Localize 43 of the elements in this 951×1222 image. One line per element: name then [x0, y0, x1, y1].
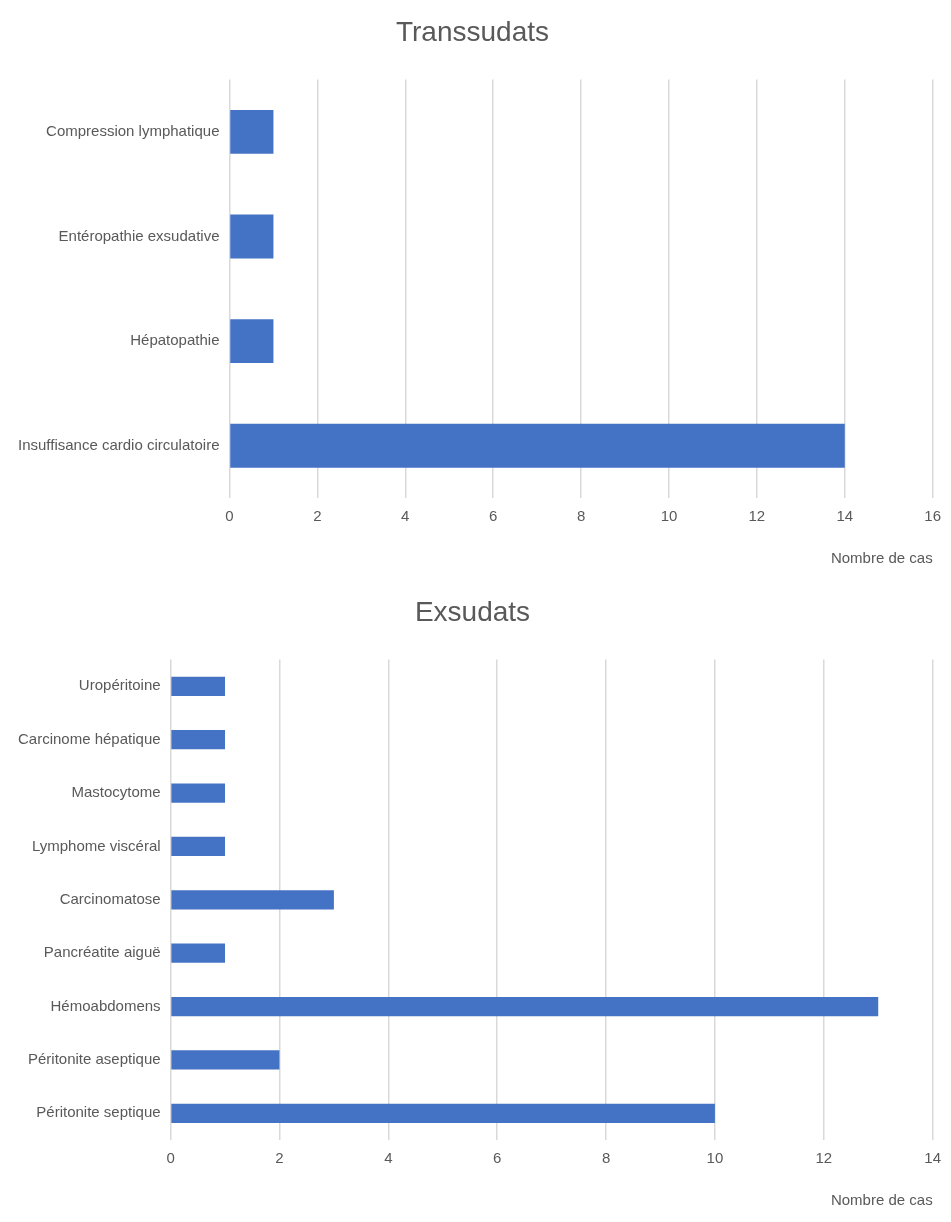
y-tick-label: Mastocytome: [71, 783, 161, 801]
x-tick-label: 12: [815, 1149, 833, 1167]
x-tick-label: 0: [166, 1149, 175, 1167]
y-tick-label: Carcinome hépatique: [17, 729, 161, 747]
x-axis-title: Nombre de cas: [830, 1191, 933, 1209]
bar: [171, 1103, 715, 1123]
x-tick-label: 2: [275, 1149, 284, 1167]
x-tick-label: 6: [489, 507, 498, 525]
bar: [171, 890, 334, 910]
bar: [171, 730, 226, 750]
bar: [171, 943, 226, 963]
x-tick-label: 10: [660, 507, 678, 525]
y-tick-label: Insuffisance cardio circulatoire: [17, 435, 220, 453]
x-tick-label: 10: [706, 1149, 724, 1167]
y-tick-label: Compression lymphatique: [46, 122, 220, 140]
y-tick-label: Lymphome viscéral: [31, 836, 161, 854]
bar: [171, 783, 226, 803]
chart-title: Exsudats: [414, 595, 531, 627]
chart-title: Transsudats: [395, 15, 550, 47]
y-tick-label: Hémoabdomens: [50, 996, 161, 1014]
x-tick-label: 0: [225, 507, 234, 525]
x-tick-label: 14: [836, 507, 854, 525]
x-tick-label: 4: [401, 507, 410, 525]
y-tick-label: Uropéritoine: [78, 676, 161, 694]
x-tick-label: 12: [748, 507, 766, 525]
y-tick-label: Carcinomatose: [59, 889, 161, 907]
x-tick-label: 2: [313, 507, 322, 525]
y-tick-label: Pancréatite aiguë: [43, 943, 161, 961]
bar: [171, 676, 226, 696]
y-tick-label: Péritonite septique: [36, 1103, 161, 1121]
y-tick-label: Hépatopathie: [130, 331, 220, 349]
x-tick-label: 4: [384, 1149, 393, 1167]
x-tick-label: 14: [924, 1149, 941, 1167]
bar: [171, 1050, 280, 1070]
bar: [171, 996, 879, 1017]
y-tick-label: Entéropathie exsudative: [58, 226, 220, 244]
y-tick-label: Péritonite aseptique: [27, 1050, 161, 1068]
bar: [171, 836, 226, 857]
x-tick-label: 6: [493, 1149, 502, 1167]
x-tick-label: 8: [601, 1149, 611, 1167]
x-tick-label: 16: [924, 507, 941, 525]
x-axis-title: Nombre de cas: [830, 549, 933, 567]
x-tick-label: 8: [576, 507, 586, 525]
